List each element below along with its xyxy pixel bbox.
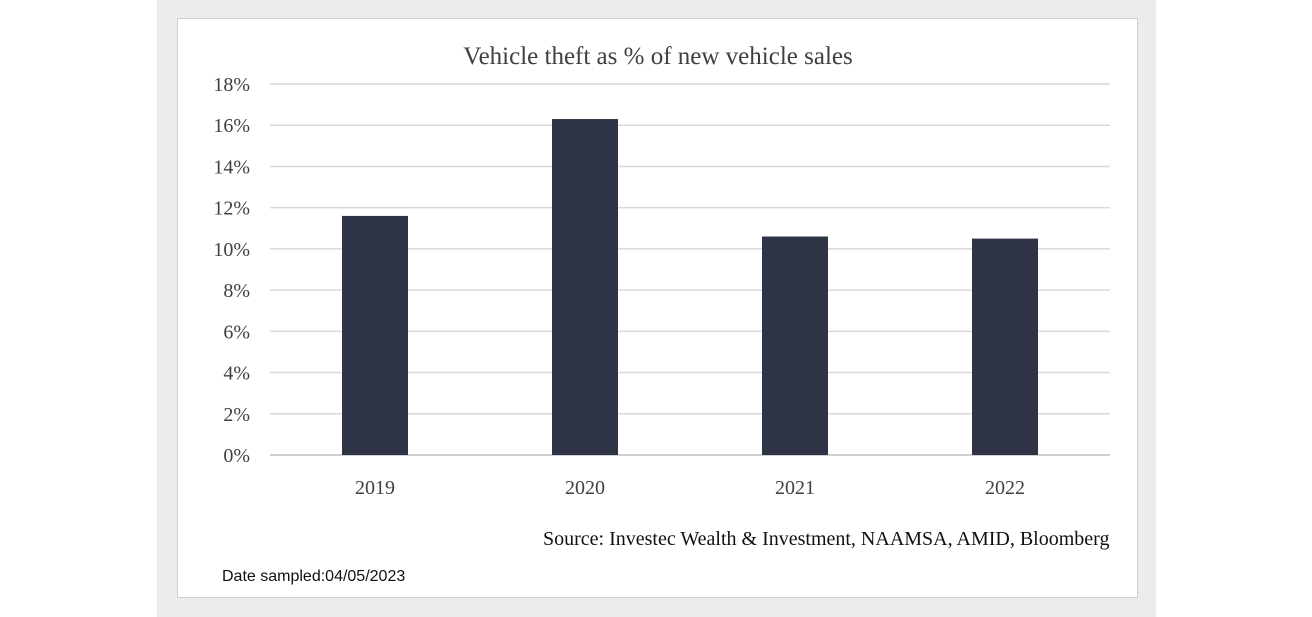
- bar-2022: [972, 238, 1038, 455]
- y-tick-label: 12%: [213, 198, 250, 220]
- bar-2020: [552, 119, 618, 456]
- x-axis-ticks: 2019 2020 2021 2022: [355, 477, 1025, 499]
- y-tick-label: 14%: [213, 156, 250, 178]
- y-tick-label: 6%: [223, 321, 250, 343]
- date-sampled: Date sampled:04/05/2023: [222, 568, 406, 585]
- y-tick-label: 0%: [223, 445, 250, 467]
- source-note: Source: Investec Wealth & Investment, NA…: [543, 528, 1110, 550]
- y-tick-label: 4%: [223, 363, 250, 385]
- y-tick-label: 2%: [223, 404, 250, 426]
- y-tick-label: 18%: [213, 74, 250, 96]
- y-axis-ticks: 0% 2% 4% 6% 8% 10% 12% 14% 16% 18%: [213, 74, 250, 467]
- x-tick-label-2021: 2021: [775, 477, 815, 499]
- x-tick-label-2020: 2020: [565, 477, 605, 499]
- chart-title: Vehicle theft as % of new vehicle sales: [463, 43, 852, 70]
- bars: [342, 119, 1038, 456]
- y-tick-label: 8%: [223, 280, 250, 302]
- x-tick-label-2022: 2022: [985, 477, 1025, 499]
- y-tick-label: 10%: [213, 239, 250, 261]
- bar-2021: [762, 236, 828, 455]
- bar-2019: [342, 215, 408, 455]
- gridlines: [270, 83, 1110, 456]
- x-tick-label-2019: 2019: [355, 477, 395, 499]
- y-tick-label: 16%: [213, 115, 250, 137]
